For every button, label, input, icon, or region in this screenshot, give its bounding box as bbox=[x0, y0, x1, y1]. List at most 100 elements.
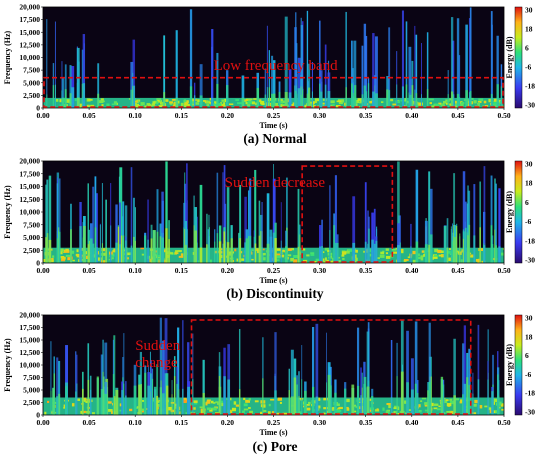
y-tick-label: 20,000 bbox=[19, 311, 40, 320]
panel-caption: (a) Normal bbox=[243, 131, 307, 146]
energy-cell bbox=[248, 407, 251, 409]
energy-cell bbox=[282, 249, 285, 252]
energy-cell bbox=[342, 257, 345, 260]
energy-burst-core bbox=[70, 229, 72, 263]
energy-burst bbox=[156, 189, 159, 263]
energy-cell bbox=[332, 406, 336, 410]
energy-burst bbox=[164, 318, 168, 415]
energy-burst-core bbox=[119, 244, 121, 263]
energy-burst-core bbox=[301, 379, 303, 415]
y-tick-label: 10,000 bbox=[19, 361, 40, 370]
energy-cell bbox=[472, 412, 477, 415]
energy-burst-core bbox=[207, 244, 209, 263]
energy-burst bbox=[473, 184, 476, 263]
energy-cell bbox=[315, 258, 320, 263]
x-tick-label: 0.40 bbox=[405, 266, 418, 275]
energy-burst bbox=[46, 19, 48, 108]
energy-cell bbox=[298, 411, 302, 415]
energy-burst bbox=[367, 210, 369, 263]
energy-cell bbox=[434, 255, 439, 257]
energy-burst bbox=[428, 322, 431, 415]
energy-cell bbox=[359, 101, 363, 104]
energy-cell bbox=[122, 249, 127, 252]
energy-cell bbox=[212, 103, 218, 106]
energy-burst bbox=[414, 321, 418, 415]
energy-burst-core bbox=[368, 228, 370, 263]
energy-cell bbox=[458, 103, 464, 107]
energy-burst bbox=[373, 208, 376, 263]
x-tick-label: 0.45 bbox=[451, 418, 464, 427]
energy-cell bbox=[335, 403, 340, 406]
energy-burst bbox=[96, 193, 98, 263]
energy-cell bbox=[354, 410, 357, 413]
energy-burst bbox=[297, 57, 301, 108]
energy-cell bbox=[136, 105, 141, 108]
energy-cell bbox=[478, 98, 484, 102]
energy-cell bbox=[428, 98, 434, 101]
energy-burst-core bbox=[336, 242, 339, 263]
energy-cell bbox=[353, 257, 358, 262]
energy-burst-core bbox=[351, 83, 353, 108]
energy-cell bbox=[175, 252, 179, 255]
energy-cell bbox=[193, 400, 198, 403]
energy-burst bbox=[469, 7, 472, 108]
energy-cell bbox=[47, 400, 50, 404]
colorbar-tick-label: 18 bbox=[525, 179, 533, 188]
energy-burst-core bbox=[96, 247, 98, 263]
energy-cell bbox=[140, 247, 145, 250]
energy-cell bbox=[78, 103, 83, 107]
energy-cell bbox=[368, 248, 373, 252]
energy-burst-core bbox=[371, 239, 374, 263]
spectrogram-panel-1: Low frequency band 0 2,500 5,000 7,500 10,000… bbox=[3, 3, 535, 147]
energy-burst-core bbox=[104, 394, 108, 415]
energy-burst-core bbox=[319, 91, 323, 108]
energy-cell bbox=[156, 98, 162, 102]
energy-burst-core bbox=[193, 95, 196, 108]
energy-burst bbox=[490, 175, 493, 263]
energy-burst bbox=[162, 340, 165, 415]
energy-cell bbox=[432, 256, 438, 259]
energy-burst-core bbox=[373, 243, 376, 263]
energy-cell bbox=[107, 409, 113, 412]
energy-cell bbox=[261, 257, 266, 261]
energy-burst-core bbox=[321, 246, 323, 263]
energy-cell bbox=[274, 103, 278, 106]
energy-burst-core bbox=[182, 388, 184, 415]
energy-cell bbox=[184, 102, 189, 105]
colorbar-tick-label: 6 bbox=[525, 44, 529, 53]
energy-burst-core bbox=[58, 231, 61, 263]
energy-burst-core bbox=[272, 232, 276, 263]
energy-burst bbox=[406, 330, 409, 415]
energy-cell bbox=[151, 103, 156, 107]
x-tick-label: 0.10 bbox=[129, 111, 142, 120]
energy-burst bbox=[101, 183, 104, 263]
energy-burst-core bbox=[390, 397, 393, 415]
energy-cell bbox=[404, 400, 408, 404]
energy-burst bbox=[132, 39, 136, 108]
energy-cell bbox=[424, 402, 429, 405]
energy-cell bbox=[160, 101, 163, 105]
energy-cell bbox=[184, 103, 188, 108]
energy-burst-core bbox=[115, 389, 119, 415]
energy-cell bbox=[206, 104, 210, 107]
energy-burst-core bbox=[372, 91, 375, 108]
energy-cell bbox=[418, 102, 423, 106]
energy-cell bbox=[473, 403, 477, 407]
energy-cell bbox=[268, 104, 274, 108]
energy-cell bbox=[64, 250, 70, 253]
y-tick-label: 0 bbox=[36, 104, 40, 113]
y-tick-label: 17,500 bbox=[19, 15, 40, 24]
energy-burst-core bbox=[162, 393, 165, 415]
energy-cell bbox=[233, 401, 237, 405]
energy-cell bbox=[165, 99, 169, 102]
energy-cell bbox=[74, 98, 78, 102]
y-tick-label: 7,500 bbox=[23, 373, 40, 382]
energy-burst-core bbox=[46, 233, 49, 263]
energy-burst-core bbox=[324, 84, 327, 108]
energy-cell bbox=[82, 410, 86, 414]
energy-burst-core bbox=[222, 243, 224, 263]
energy-cell bbox=[195, 102, 200, 105]
energy-burst-core bbox=[102, 376, 105, 415]
energy-burst-core bbox=[226, 242, 230, 263]
energy-burst bbox=[163, 35, 166, 108]
